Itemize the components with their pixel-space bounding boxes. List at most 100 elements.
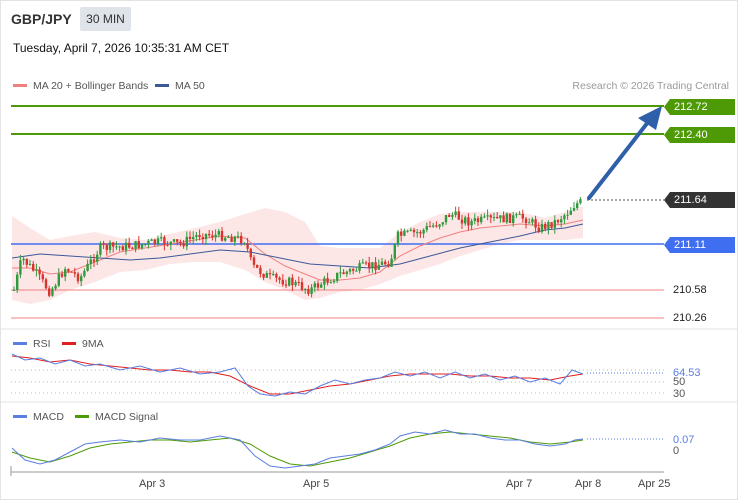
candle-body bbox=[28, 263, 32, 265]
last-price-value: 211.64 bbox=[674, 194, 707, 206]
rsi-legend-label: RSI bbox=[33, 338, 51, 350]
candle-body bbox=[188, 236, 192, 239]
candle-body bbox=[147, 240, 150, 244]
candle-body bbox=[368, 262, 371, 268]
candle-body bbox=[240, 235, 243, 244]
candle-body bbox=[102, 243, 105, 245]
candle-body bbox=[185, 236, 188, 247]
candle-body bbox=[576, 203, 579, 209]
candle-body bbox=[345, 271, 348, 275]
legend-rsi-ma: 9MA bbox=[62, 338, 104, 350]
candle-body bbox=[563, 215, 566, 220]
rsi-value: 64.53 bbox=[673, 367, 701, 379]
candle-body bbox=[294, 282, 297, 286]
candle-body bbox=[515, 214, 518, 216]
pivot-value: 211.11 bbox=[674, 239, 707, 251]
candlestick-series bbox=[12, 196, 582, 298]
pivot-tag: 211.11 bbox=[664, 237, 735, 253]
candle-body bbox=[195, 234, 198, 237]
candle-body bbox=[512, 215, 515, 223]
timeframe-button[interactable]: 30 MIN bbox=[80, 7, 131, 31]
ma50-legend-label: MA 50 bbox=[175, 80, 205, 92]
candle-body bbox=[339, 272, 342, 274]
macd-signal-swatch bbox=[75, 414, 89, 418]
candle-body bbox=[38, 269, 41, 275]
candle-body bbox=[48, 288, 51, 296]
candle-body bbox=[211, 235, 214, 238]
candle-body bbox=[396, 231, 400, 244]
candle-body bbox=[406, 230, 409, 232]
macd-swatch bbox=[13, 414, 27, 418]
candle-body bbox=[192, 236, 195, 239]
candle-body bbox=[44, 279, 48, 289]
candle-body bbox=[246, 243, 249, 249]
candle-body bbox=[464, 217, 467, 224]
candle-body bbox=[432, 225, 435, 227]
candle-body bbox=[521, 213, 524, 219]
candle-body bbox=[422, 229, 425, 234]
legend-ma50: MA 50 bbox=[155, 80, 205, 92]
candle-body bbox=[144, 243, 147, 245]
candle-body bbox=[80, 276, 83, 282]
candle-body bbox=[355, 270, 358, 272]
candle-body bbox=[64, 269, 67, 277]
candle-body bbox=[313, 283, 316, 288]
candle-body bbox=[550, 222, 553, 228]
candle-body bbox=[281, 279, 284, 285]
candle-body bbox=[284, 284, 288, 286]
macd-line bbox=[11, 429, 584, 469]
candle-body bbox=[556, 220, 560, 223]
candle-body bbox=[198, 234, 201, 238]
candle-body bbox=[105, 244, 108, 250]
candle-body bbox=[208, 233, 211, 236]
candle-body bbox=[137, 241, 140, 249]
candle-body bbox=[326, 278, 329, 283]
candle-body bbox=[224, 237, 227, 241]
candle-body bbox=[547, 222, 550, 229]
candle-body bbox=[60, 273, 64, 277]
candle-body bbox=[153, 239, 156, 244]
research-credit: Research © 2026 Trading Central bbox=[572, 80, 729, 92]
candle-body bbox=[160, 237, 163, 239]
candle-body bbox=[182, 243, 185, 247]
candle-body bbox=[476, 218, 480, 223]
candle-body bbox=[480, 216, 483, 223]
candle-body bbox=[540, 223, 544, 232]
candle-body bbox=[262, 274, 265, 278]
candle-body bbox=[304, 288, 307, 290]
candle-body bbox=[83, 270, 86, 277]
projection-arrow bbox=[587, 115, 654, 200]
candle-body bbox=[553, 220, 556, 228]
candle-body bbox=[236, 235, 240, 237]
candle-body bbox=[419, 232, 422, 234]
ma50-swatch bbox=[155, 83, 169, 87]
candle-body bbox=[220, 231, 224, 241]
candle-body bbox=[371, 262, 374, 268]
candle-body bbox=[473, 218, 476, 221]
candle-body bbox=[544, 223, 547, 229]
x-tick-label: Apr 5 bbox=[303, 478, 330, 490]
candle-body bbox=[454, 211, 457, 215]
candle-body bbox=[51, 288, 54, 296]
candle-body bbox=[73, 271, 76, 274]
candle-body bbox=[524, 218, 528, 224]
candle-body bbox=[96, 254, 99, 262]
candle-body bbox=[387, 264, 390, 267]
support-2-value: 210.26 bbox=[673, 312, 707, 324]
candle-body bbox=[566, 214, 569, 216]
candle-body bbox=[428, 226, 432, 228]
candle-body bbox=[486, 215, 489, 217]
candle-body bbox=[400, 231, 403, 236]
candle-body bbox=[502, 215, 505, 223]
x-tick-label: Apr 3 bbox=[139, 478, 166, 490]
candle-body bbox=[89, 259, 92, 264]
candle-body bbox=[16, 274, 19, 290]
candle-body bbox=[438, 224, 441, 227]
support-1-value: 210.58 bbox=[673, 284, 707, 296]
candle-body bbox=[534, 219, 537, 228]
last-price-tag: 211.64 bbox=[664, 192, 735, 208]
candle-body bbox=[41, 274, 44, 280]
candle-body bbox=[352, 269, 355, 271]
candle-body bbox=[275, 273, 278, 278]
legend-macd: MACD bbox=[13, 411, 64, 423]
